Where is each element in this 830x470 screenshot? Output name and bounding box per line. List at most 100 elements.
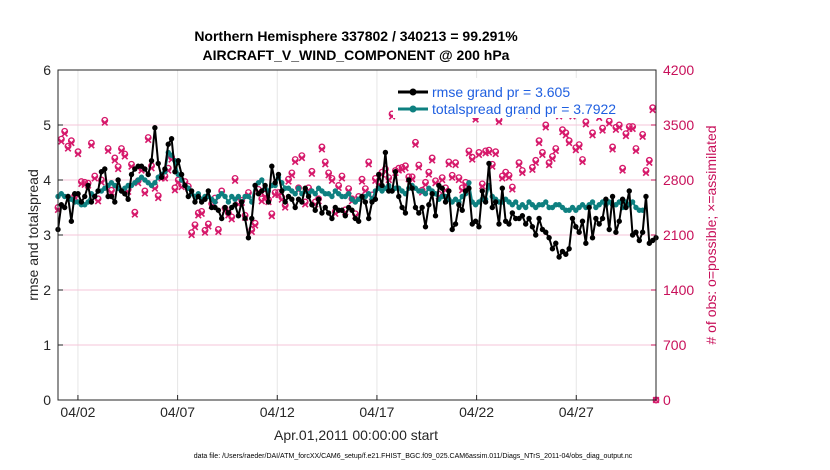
rmse-point <box>459 207 465 213</box>
rmse-point <box>583 240 589 246</box>
obs-assimilated-stroke <box>88 142 95 149</box>
obs-assimilated-marker <box>549 155 556 163</box>
totalspread-point <box>312 191 318 197</box>
rmse-point <box>486 160 492 167</box>
obs-assimilated-marker <box>188 231 195 239</box>
rmse-point <box>152 125 158 131</box>
y-tick-label-right: 0 <box>663 392 671 408</box>
obs-assimilated-stroke <box>455 176 463 184</box>
rmse-point <box>422 224 429 230</box>
obs-assimilated-marker <box>228 215 236 223</box>
rmse-point <box>239 199 245 205</box>
obs-assimilated-marker <box>495 118 503 126</box>
rmse-point <box>489 204 496 211</box>
rmse-point <box>402 210 409 216</box>
rmse-point <box>479 188 485 194</box>
obs-assimilated-stroke <box>515 161 523 169</box>
rmse-point <box>272 180 278 186</box>
rmse-point <box>78 199 85 205</box>
y-tick-label-left: 1 <box>43 337 51 353</box>
obs-assimilated-marker <box>605 120 613 127</box>
y-axis-label-left: rmse and totalspread <box>25 169 41 301</box>
obs-assimilated-marker <box>478 182 486 190</box>
rmse-point <box>626 188 632 194</box>
obs-assimilated-marker <box>291 158 299 166</box>
rmse-point <box>419 204 425 211</box>
legend-spread-marker <box>409 105 417 113</box>
obs-assimilated-stroke <box>559 128 566 136</box>
rmse-point <box>252 182 258 189</box>
obs-assimilated-marker <box>141 189 149 197</box>
obs-assimilated-stroke <box>361 187 369 195</box>
obs-assimilated-stroke <box>358 178 366 185</box>
obs-assimilated-marker <box>539 151 546 159</box>
rmse-point <box>342 213 349 219</box>
obs-assimilated-stroke <box>91 175 99 182</box>
obs-assimilated-marker <box>358 178 366 185</box>
rmse-point <box>322 204 328 211</box>
obs-assimilated-stroke <box>649 106 657 114</box>
rmse-point <box>482 199 489 205</box>
obs-assimilated-stroke <box>549 155 556 163</box>
rmse-point <box>355 218 362 224</box>
obs-assimilated-marker <box>629 125 636 133</box>
rmse-point <box>185 193 191 200</box>
obs-assimilated-stroke <box>428 156 436 164</box>
obs-assimilated-stroke <box>231 177 239 185</box>
obs-assimilated-stroke <box>104 147 112 155</box>
rmse-point <box>108 193 115 200</box>
obs-assimilated-marker <box>231 177 239 185</box>
rmse-point <box>389 188 395 194</box>
rmse-point <box>175 158 181 164</box>
obs-assimilated-marker <box>542 123 550 131</box>
obs-assimilated-stroke <box>318 145 326 153</box>
obs-assimilated-stroke <box>198 210 206 218</box>
obs-assimilated-stroke <box>488 163 496 171</box>
rmse-point <box>429 191 435 197</box>
obs-assimilated-stroke <box>642 169 650 177</box>
legend-rmse-text: rmse grand pr = 3.605 <box>432 84 570 100</box>
obs-assimilated-stroke <box>151 185 159 193</box>
y-tick-label-left: 5 <box>43 117 51 133</box>
rmse-point <box>148 158 155 164</box>
rmse-point <box>449 226 455 233</box>
rmse-point <box>75 191 81 197</box>
obs-assimilated-marker <box>288 171 296 179</box>
obs-assimilated-stroke <box>144 136 152 144</box>
rmse-point <box>245 235 252 241</box>
rmse-point <box>533 232 539 238</box>
rmse-point <box>158 174 165 180</box>
rmse-point <box>376 171 382 178</box>
obs-assimilated-stroke <box>57 138 65 145</box>
rmse-point <box>609 193 616 200</box>
totalspread-point <box>245 193 252 200</box>
obs-assimilated-stroke <box>365 160 373 168</box>
x-tick-label: 04/12 <box>260 404 295 420</box>
obs-assimilated-marker <box>448 174 456 182</box>
obs-assimilated-marker <box>251 222 259 229</box>
obs-assimilated-stroke <box>582 120 590 128</box>
obs-assimilated-stroke <box>609 145 616 153</box>
legend: rmse grand pr = 3.605 totalspread grand … <box>393 78 643 118</box>
rmse-point <box>305 193 312 200</box>
x-tick-label: 04/02 <box>60 404 95 420</box>
obs-assimilated-stroke <box>154 194 162 202</box>
rmse-point <box>315 196 322 202</box>
obs-assimilated-marker <box>515 161 523 169</box>
obs-assimilated-stroke <box>118 147 125 155</box>
rmse-point <box>155 160 161 167</box>
obs-assimilated-marker <box>171 186 179 194</box>
obs-assimilated-stroke <box>575 143 583 151</box>
rmse-point <box>88 199 95 205</box>
obs-assimilated-stroke <box>325 171 332 179</box>
rmse-point <box>302 185 308 191</box>
obs-assimilated-marker <box>57 138 65 145</box>
rmse-point <box>553 240 559 246</box>
obs-assimilated-marker <box>94 197 102 205</box>
rmse-point <box>556 254 562 260</box>
obs-assimilated-marker <box>328 177 336 185</box>
y-tick-label-left: 4 <box>43 172 51 188</box>
obs-assimilated-stroke <box>519 169 526 177</box>
obs-assimilated-marker <box>529 166 536 174</box>
totalspread-point <box>466 180 472 186</box>
